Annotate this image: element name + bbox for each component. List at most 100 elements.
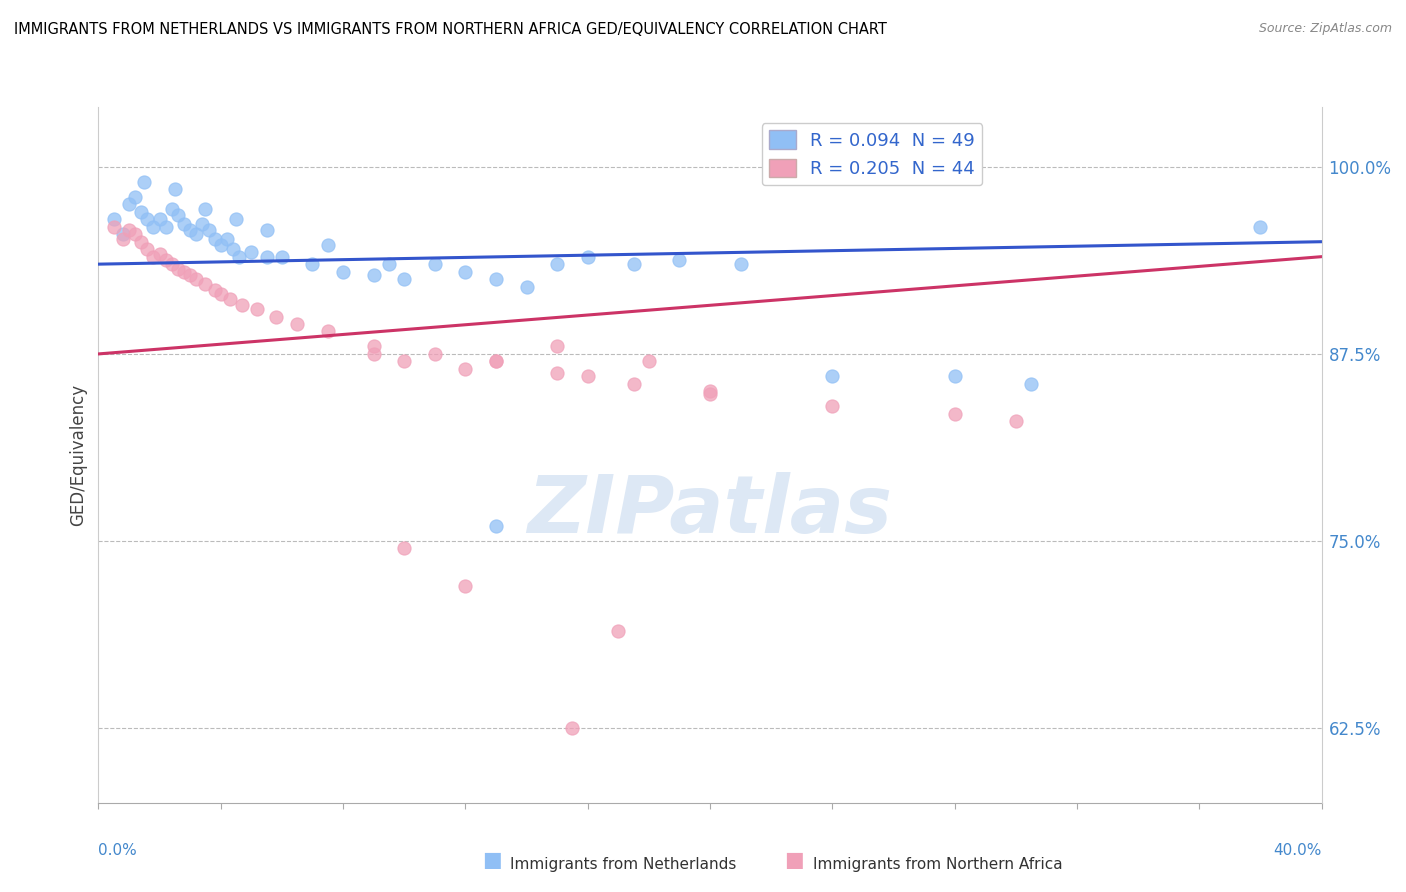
Point — [316, 237, 339, 252]
Point — [204, 232, 226, 246]
Point — [423, 257, 446, 271]
Point — [485, 519, 508, 533]
Point — [155, 219, 177, 234]
Point — [209, 287, 232, 301]
Point — [623, 376, 645, 391]
Point — [194, 277, 217, 291]
Point — [363, 268, 385, 282]
Point — [821, 369, 844, 384]
Point — [378, 257, 401, 271]
Point — [1004, 414, 1026, 428]
Point — [454, 362, 477, 376]
Point — [576, 250, 599, 264]
Point — [103, 212, 125, 227]
Point — [186, 272, 208, 286]
Point — [699, 384, 721, 399]
Point — [155, 252, 177, 267]
Point — [363, 347, 385, 361]
Point — [240, 245, 263, 260]
Text: ZIPatlas: ZIPatlas — [527, 472, 893, 549]
Point — [1249, 219, 1271, 234]
Point — [392, 354, 416, 368]
Point — [423, 347, 446, 361]
Point — [228, 250, 250, 264]
Point — [136, 242, 159, 256]
Point — [623, 257, 645, 271]
Point — [332, 265, 354, 279]
Point — [111, 227, 134, 242]
Point — [129, 235, 152, 249]
Point — [516, 279, 538, 293]
Text: ■: ■ — [482, 850, 502, 870]
Point — [301, 257, 323, 271]
Point — [576, 369, 599, 384]
Point — [485, 272, 508, 286]
Point — [392, 272, 416, 286]
Point — [699, 387, 721, 401]
Text: Immigrants from Northern Africa: Immigrants from Northern Africa — [813, 857, 1063, 872]
Text: 40.0%: 40.0% — [1274, 843, 1322, 858]
Point — [225, 212, 247, 227]
Point — [637, 354, 661, 368]
Point — [222, 242, 245, 256]
Point — [264, 310, 287, 324]
Point — [561, 721, 583, 735]
Point — [454, 265, 477, 279]
Point — [103, 219, 125, 234]
Point — [194, 202, 217, 216]
Point — [546, 339, 568, 353]
Point — [943, 369, 966, 384]
Point — [943, 407, 966, 421]
Text: 0.0%: 0.0% — [98, 843, 138, 858]
Point — [668, 252, 690, 267]
Point — [231, 297, 253, 311]
Point — [285, 317, 308, 331]
Point — [204, 283, 226, 297]
Point — [124, 227, 146, 242]
Point — [142, 219, 165, 234]
Point — [149, 246, 172, 260]
Point — [546, 257, 568, 271]
Point — [149, 212, 172, 227]
Point — [730, 257, 752, 271]
Point — [186, 227, 208, 242]
Point — [209, 237, 232, 252]
Point — [163, 182, 186, 196]
Point — [179, 223, 201, 237]
Point — [191, 217, 214, 231]
Text: Immigrants from Netherlands: Immigrants from Netherlands — [510, 857, 737, 872]
Y-axis label: GED/Equivalency: GED/Equivalency — [69, 384, 87, 526]
Point — [118, 197, 141, 211]
Point — [821, 399, 844, 413]
Point — [270, 250, 292, 264]
Point — [142, 250, 165, 264]
Point — [179, 268, 201, 282]
Point — [1019, 376, 1042, 391]
Point — [607, 624, 630, 638]
Point — [118, 223, 141, 237]
Point — [167, 261, 190, 276]
Point — [392, 541, 416, 556]
Point — [134, 175, 156, 189]
Point — [363, 339, 385, 353]
Text: ■: ■ — [785, 850, 804, 870]
Point — [173, 265, 195, 279]
Point — [485, 354, 508, 368]
Point — [160, 257, 183, 271]
Point — [316, 325, 339, 339]
Point — [173, 217, 195, 231]
Point — [546, 367, 568, 381]
Legend: R = 0.094  N = 49, R = 0.205  N = 44: R = 0.094 N = 49, R = 0.205 N = 44 — [762, 123, 983, 186]
Point — [167, 208, 190, 222]
Text: IMMIGRANTS FROM NETHERLANDS VS IMMIGRANTS FROM NORTHERN AFRICA GED/EQUIVALENCY C: IMMIGRANTS FROM NETHERLANDS VS IMMIGRANT… — [14, 22, 887, 37]
Point — [129, 204, 152, 219]
Text: Source: ZipAtlas.com: Source: ZipAtlas.com — [1258, 22, 1392, 36]
Point — [124, 190, 146, 204]
Point — [111, 232, 134, 246]
Point — [215, 232, 238, 246]
Point — [454, 579, 477, 593]
Point — [256, 250, 278, 264]
Point — [219, 292, 242, 306]
Point — [256, 223, 278, 237]
Point — [485, 354, 508, 368]
